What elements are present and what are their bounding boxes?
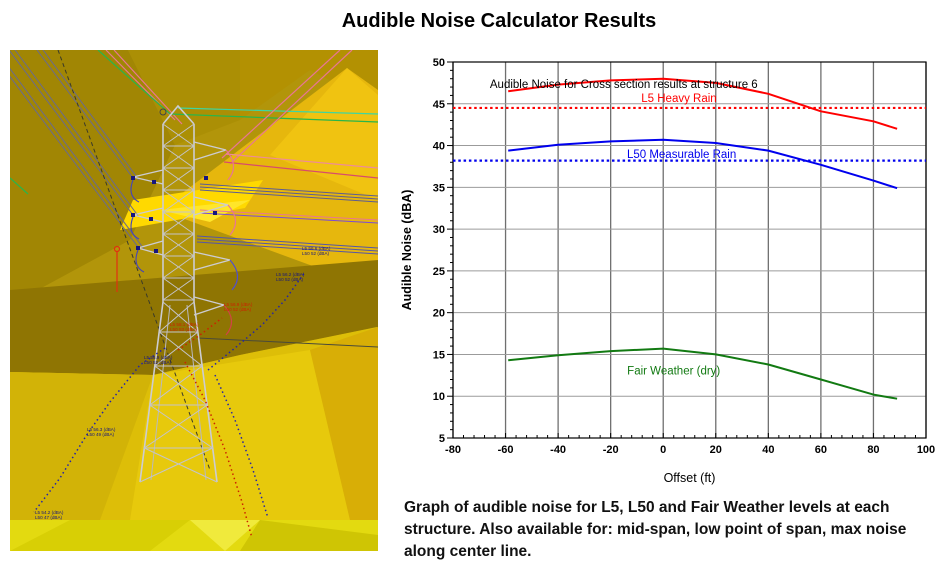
svg-text:L5 56.3 (dBA): L5 56.3 (dBA) [87, 427, 116, 432]
svg-text:5: 5 [439, 433, 445, 445]
svg-text:L50 52 (dBA): L50 52 (dBA) [144, 360, 172, 365]
3d-model-view: L5 56.9 (dBA) L50 52 (dBA) L5 56.3 (dBA) L5… [0, 49, 379, 551]
conductor-bundles-right [196, 183, 379, 348]
noise-sample-labels: L5 56.9 (dBA)L50 52 (dBA)L5 56.3 (dBA)L5… [35, 246, 331, 520]
small-circle-marker [159, 108, 167, 116]
svg-text:100: 100 [917, 444, 935, 456]
svg-text:30: 30 [433, 224, 445, 236]
svg-text:-20: -20 [603, 444, 619, 456]
svg-text:L5 Heavy Rain: L5 Heavy Rain [641, 93, 716, 105]
svg-text:L50 52 (dBA): L50 52 (dBA) [276, 277, 304, 282]
audible-noise-chart: -80 -60 -40 -20 0 20 40 60 80 100 5 10 15 20 25 30 35 40 4… [395, 55, 946, 495]
svg-text:40: 40 [762, 444, 774, 456]
svg-text:Fair Weather (dry): Fair Weather (dry) [627, 365, 720, 377]
svg-text:L50 52 (dBA): L50 52 (dBA) [302, 251, 330, 256]
svg-text:0: 0 [660, 444, 666, 456]
svg-text:20: 20 [433, 308, 445, 320]
noise-sample-trails [33, 271, 306, 539]
svg-text:-80: -80 [445, 444, 461, 456]
red-marker [113, 245, 121, 292]
conductor-bundles-left [0, 49, 145, 250]
svg-text:-60: -60 [498, 444, 514, 456]
svg-text:L5 58.1 (dBA): L5 58.1 (dBA) [170, 322, 199, 327]
3d-scene-svg: L5 56.9 (dBA)L50 52 (dBA)L5 56.3 (dBA)L5… [0, 49, 379, 551]
svg-text:L50 47 (dBA): L50 47 (dBA) [35, 515, 63, 520]
figure-caption: Graph of audible noise for L5, L50 and F… [404, 499, 907, 560]
svg-text:L5 54.2 (dBA): L5 54.2 (dBA) [35, 510, 64, 515]
svg-text:15: 15 [433, 349, 445, 361]
svg-text:L5 56.2 (dBA): L5 56.2 (dBA) [276, 272, 305, 277]
survey-dashed-line [57, 49, 211, 471]
transmission-tower [130, 104, 239, 483]
svg-text:60: 60 [815, 444, 827, 456]
svg-text:Audible Noise for Cross sectio: Audible Noise for Cross section results … [490, 79, 758, 91]
overhead-wires [9, 49, 379, 195]
svg-text:45: 45 [433, 99, 445, 111]
svg-text:80: 80 [867, 444, 879, 456]
svg-text:Offset (ft): Offset (ft) [664, 471, 716, 485]
svg-text:L50 53 (dBA): L50 53 (dBA) [170, 327, 198, 332]
insulator-squares [131, 176, 217, 253]
svg-text:L50 Measurable Rain: L50 Measurable Rain [627, 149, 736, 161]
svg-text:L5 56.6 (dBA): L5 56.6 (dBA) [302, 246, 331, 251]
chart-svg: -80 -60 -40 -20 0 20 40 60 80 100 5 10 15 20 25 30 35 40 4… [400, 57, 935, 485]
svg-text:L50 49 (dBA): L50 49 (dBA) [87, 432, 115, 437]
svg-text:Audible Noise (dBA): Audible Noise (dBA) [400, 190, 414, 311]
svg-text:10: 10 [433, 391, 445, 403]
svg-text:40: 40 [433, 141, 445, 153]
svg-text:L5 56.9 (dBA): L5 56.9 (dBA) [224, 302, 253, 307]
svg-text:35: 35 [433, 182, 445, 194]
svg-text:50: 50 [433, 57, 445, 69]
svg-text:20: 20 [710, 444, 722, 456]
svg-text:L5 56.9 (dBA): L5 56.9 (dBA) [144, 355, 173, 360]
svg-text:25: 25 [433, 266, 445, 278]
page-title: Audible Noise Calculator Results [341, 10, 657, 32]
svg-text:L50 52 (dBA): L50 52 (dBA) [224, 307, 252, 312]
svg-text:-40: -40 [550, 444, 566, 456]
